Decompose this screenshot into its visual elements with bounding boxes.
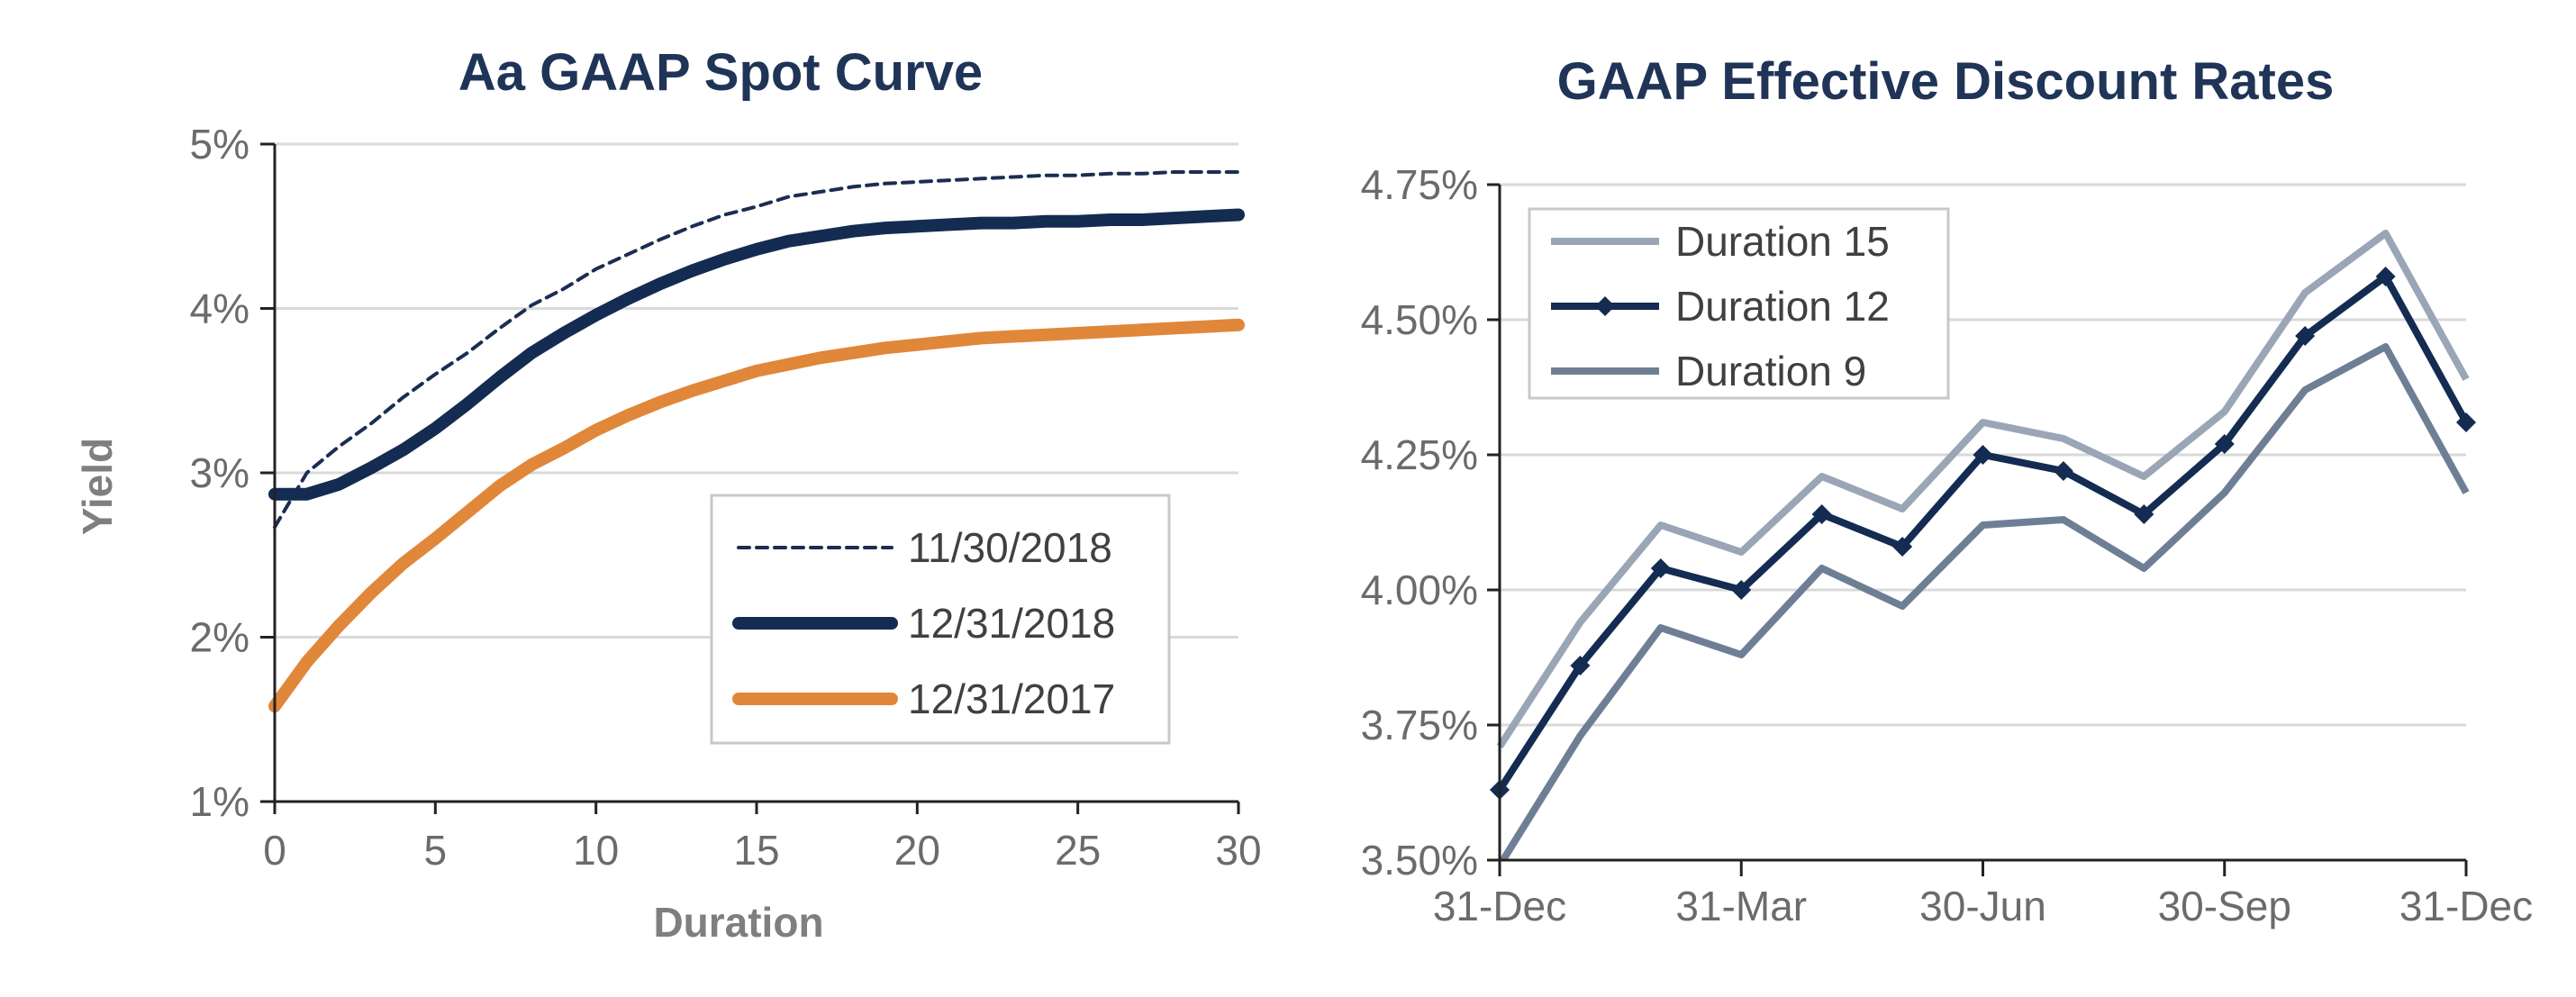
left-x-tick-label: 15 — [733, 827, 779, 874]
right-series-point — [1973, 445, 1993, 465]
left-x-tick-label: 25 — [1055, 827, 1101, 874]
left-y-tick-label: 3% — [190, 449, 249, 496]
right-series-point — [2456, 412, 2476, 432]
right-series-line-3 — [1499, 343, 2470, 860]
right-x-tick-label: 30-Jun — [1919, 883, 2046, 929]
right-x-tick-label: 31-Dec — [1433, 883, 1566, 929]
spot-curve-chart: Aa GAAP Spot Curve 1% 2% 3% 4% 5% 0 5 10 15 20 25 3… — [74, 43, 1262, 946]
left-y-tick-label: 5% — [190, 121, 249, 168]
left-y-tick-label: 2% — [190, 614, 249, 661]
right-series-point — [1731, 580, 1752, 600]
right-series-point — [1892, 537, 1913, 557]
right-x-tick-label: 31-Mar — [1675, 883, 1807, 929]
left-y-axis-label: Yield — [74, 438, 121, 535]
right-legend-label-1: Duration 15 — [1675, 218, 1890, 265]
right-y-tick-label: 4.50% — [1361, 296, 1478, 343]
left-legend-label-1: 11/30/2018 — [908, 524, 1112, 571]
right-legend-label-3: Duration 9 — [1675, 348, 1866, 394]
right-chart-title: GAAP Effective Discount Rates — [1557, 52, 2335, 111]
left-series-line-1 — [273, 170, 1240, 530]
left-legend: 11/30/2018 12/31/2018 12/31/2017 — [710, 494, 1171, 745]
left-x-tick-label: 0 — [263, 827, 286, 874]
left-y-tick-label: 1% — [190, 778, 249, 825]
left-x-tick-label: 20 — [894, 827, 940, 874]
right-series-line-1 — [1496, 230, 2470, 749]
left-chart-title: Aa GAAP Spot Curve — [458, 43, 983, 102]
right-series-point — [1811, 504, 1832, 524]
left-legend-label-3: 12/31/2017 — [908, 675, 1115, 722]
right-x-tick-label: 31-Dec — [2399, 883, 2533, 929]
left-legend-label-2: 12/31/2018 — [908, 600, 1115, 647]
left-series-line-2 — [268, 208, 1245, 501]
right-x-tick-label: 30-Sep — [2158, 883, 2291, 929]
left-x-tick-label: 5 — [424, 827, 448, 874]
right-y-tick-label: 4.00% — [1361, 566, 1478, 613]
right-legend-marker — [1595, 296, 1615, 316]
right-series-point — [2375, 267, 2396, 286]
right-y-tick-label: 4.25% — [1361, 431, 1478, 478]
left-x-tick-label: 10 — [573, 827, 619, 874]
right-series-point — [2295, 326, 2316, 346]
right-series-point — [2134, 504, 2154, 524]
right-y-tick-label: 3.50% — [1361, 837, 1478, 884]
right-legend-label-2: Duration 12 — [1675, 283, 1890, 330]
right-series-point — [2214, 434, 2235, 454]
right-legend: Duration 15 Duration 12 Duration 9 — [1528, 207, 1950, 400]
left-x-tick-label: 30 — [1215, 827, 1261, 874]
right-series-point — [1650, 558, 1671, 578]
right-y-tick-label: 4.75% — [1361, 161, 1478, 208]
left-x-axis-label: Duration — [653, 899, 823, 946]
right-y-tick-label: 3.75% — [1361, 702, 1478, 748]
left-y-tick-label: 4% — [190, 286, 249, 332]
right-series-point — [1570, 656, 1591, 675]
right-series-point — [2053, 461, 2073, 481]
left-series-line-3 — [268, 318, 1245, 713]
discount-rates-chart: GAAP Effective Discount Rates 3.50% 3.75%… — [1361, 52, 2534, 929]
